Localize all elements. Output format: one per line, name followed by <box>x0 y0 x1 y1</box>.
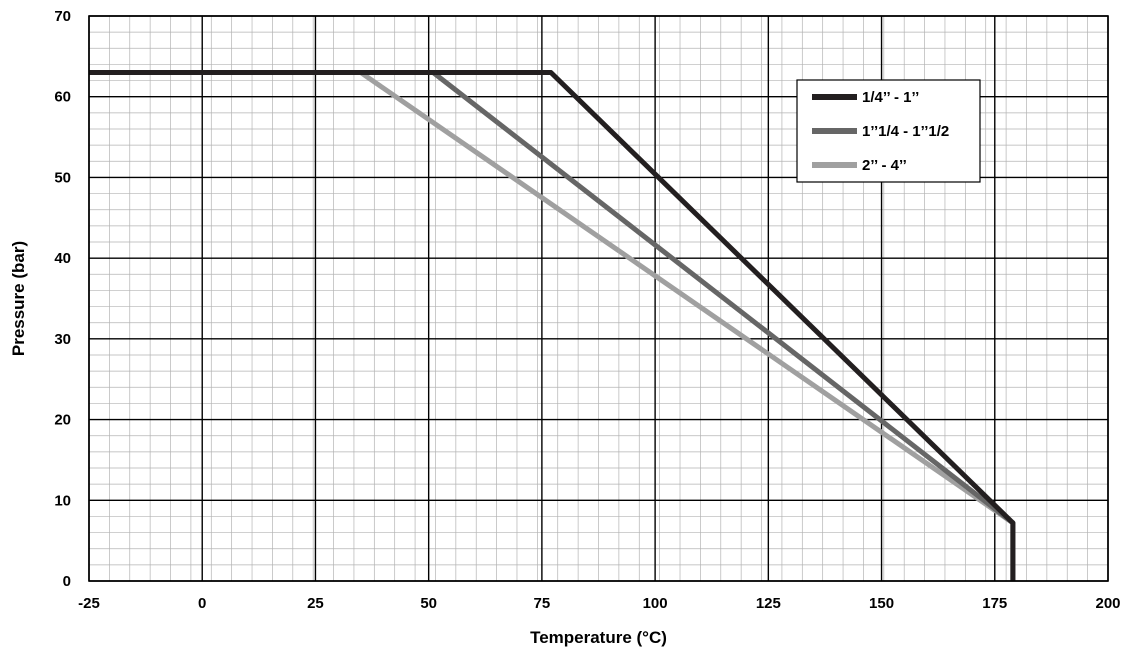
y-tick-label: 30 <box>54 331 71 348</box>
x-tick-label: -25 <box>78 595 100 612</box>
y-tick-label: 40 <box>54 250 71 267</box>
series-line <box>89 70 1016 581</box>
legend: 1/4’’ - 1’’ 1’’1/4 - 1’’1/2 2’’ - 4’’ <box>796 79 981 183</box>
x-tick-label: 50 <box>420 595 437 612</box>
series-layer <box>89 70 1016 581</box>
x-tick-label: 150 <box>869 595 894 612</box>
y-tick-label: 0 <box>63 573 71 590</box>
legend-label: 2’’ - 4’’ <box>862 157 907 174</box>
y-tick-label: 20 <box>54 412 71 429</box>
legend-label: 1/4’’ - 1’’ <box>862 89 919 106</box>
y-tick-label: 50 <box>54 169 71 186</box>
x-tick-labels: -25 0 25 50 75 100 125 150 175 200 <box>78 595 1120 612</box>
y-axis-title: Pressure (bar) <box>9 241 28 356</box>
y-tick-label: 70 <box>54 8 71 25</box>
plot-frame <box>88 15 1109 582</box>
x-tick-label: 25 <box>307 595 324 612</box>
x-tick-label: 0 <box>198 595 206 612</box>
x-tick-label: 175 <box>982 595 1007 612</box>
y-tick-labels: 0 10 20 30 40 50 60 70 <box>54 8 71 590</box>
y-tick-label: 60 <box>54 89 71 106</box>
x-tick-label: 125 <box>756 595 781 612</box>
x-tick-label: 75 <box>534 595 551 612</box>
minor-grid <box>89 16 1108 581</box>
y-tick-label: 10 <box>54 492 71 509</box>
legend-label: 1’’1/4 - 1’’1/2 <box>862 123 949 140</box>
x-tick-label: 200 <box>1095 595 1120 612</box>
x-tick-label: 100 <box>643 595 668 612</box>
x-axis-title: Temperature (°C) <box>530 628 667 647</box>
